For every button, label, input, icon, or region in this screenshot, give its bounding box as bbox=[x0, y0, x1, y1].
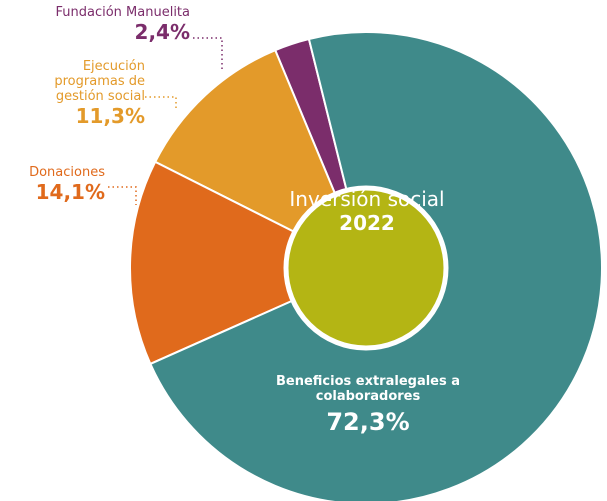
center-label: Inversión social 2022 bbox=[287, 187, 447, 236]
category-name: Beneficios extralegales a colaboradores bbox=[275, 374, 461, 404]
category-name: Fundación Manuelita bbox=[55, 5, 191, 20]
value-label: 14,1% bbox=[35, 179, 105, 204]
category-name: Donaciones bbox=[29, 165, 105, 180]
category-name: Ejecución programas de gestión social bbox=[54, 59, 145, 104]
value-label: 72,3% bbox=[326, 407, 410, 436]
slice bbox=[129, 160, 369, 366]
center-title: Inversión social bbox=[289, 187, 445, 211]
slice-label: Donaciones 14,1% bbox=[0, 165, 105, 204]
slice-label: Fundación Manuelita 2,4% bbox=[0, 5, 191, 44]
center-circle bbox=[283, 185, 449, 351]
center-year: 2022 bbox=[339, 211, 395, 235]
slice-label: Ejecución programas de gestión social 11,… bbox=[35, 59, 145, 128]
connector bbox=[145, 96, 177, 110]
slice-label: Beneficios extralegales a colaboradores 7… bbox=[268, 374, 468, 436]
connector bbox=[108, 186, 137, 205]
value-label: 2,4% bbox=[134, 19, 190, 44]
value-label: 11,3% bbox=[75, 103, 145, 128]
connector bbox=[193, 37, 223, 70]
